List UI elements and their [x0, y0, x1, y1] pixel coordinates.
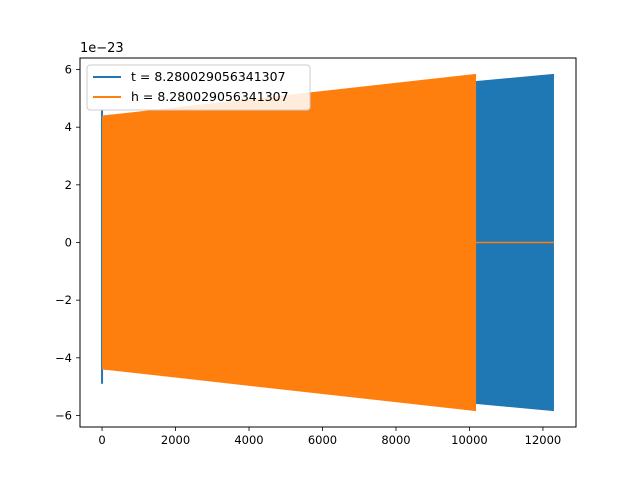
legend-label: t = 8.280029056341307 — [131, 69, 286, 84]
axes-frame — [79, 57, 577, 428]
y-axis: −6 −4 −2 0 2 4 6 — [55, 63, 80, 422]
y-tick-label: 0 — [65, 236, 72, 250]
legend-box — [86, 64, 311, 111]
series-h-band — [102, 73, 477, 412]
legend-label: h = 8.280029056341307 — [131, 89, 289, 104]
x-tick-label: 12000 — [525, 433, 562, 447]
plot-area — [101, 73, 554, 412]
y-tick-label: 6 — [65, 63, 72, 77]
x-tick-label: 8000 — [381, 433, 410, 447]
y-tick-label: −4 — [55, 351, 72, 365]
x-tick-label: 10000 — [451, 433, 488, 447]
y-tick-label: 4 — [65, 120, 72, 134]
x-tick-label: 2000 — [161, 433, 190, 447]
y-offset-label: 1e−23 — [80, 41, 124, 56]
x-axis: 0 2000 4000 6000 8000 10000 12000 — [98, 427, 561, 447]
legend: t = 8.280029056341307 h = 8.2800290563413… — [86, 64, 311, 111]
x-tick-label: 0 — [98, 433, 105, 447]
y-tick-label: −6 — [55, 408, 72, 422]
y-tick-label: 2 — [65, 178, 72, 192]
y-tick-label: −2 — [55, 293, 72, 307]
x-tick-label: 6000 — [308, 433, 337, 447]
x-tick-label: 4000 — [234, 433, 263, 447]
